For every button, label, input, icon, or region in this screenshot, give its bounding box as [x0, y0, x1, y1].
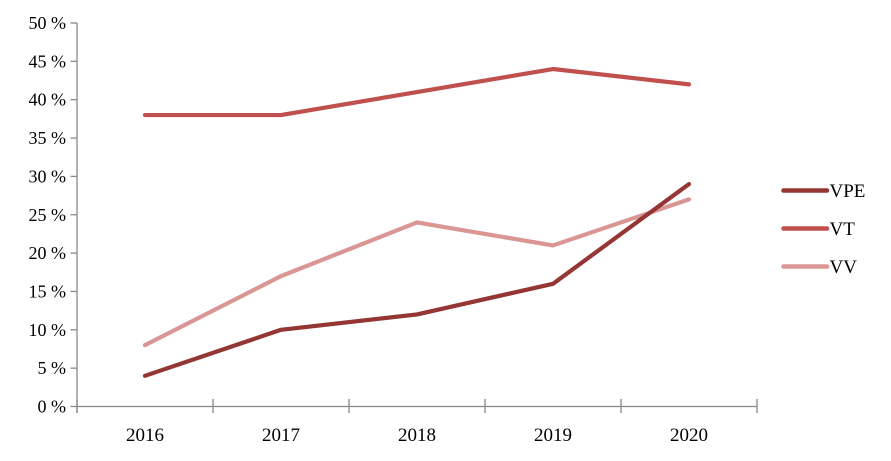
y-tick-label: 30 % [29, 166, 67, 186]
legend-label-VV: VV [830, 257, 858, 278]
series-line-VV [142, 197, 692, 348]
y-tick-label: 35 % [29, 128, 67, 148]
legend-label-VT: VT [830, 219, 856, 240]
y-tick-label: 0 % [38, 397, 67, 417]
series-line-VT [142, 66, 692, 118]
y-tick-label: 50 % [29, 13, 67, 33]
y-tick-label: 5 % [38, 358, 67, 378]
y-tick-label: 45 % [29, 51, 67, 71]
x-category-label: 2019 [534, 425, 572, 446]
y-tick-label: 10 % [29, 320, 67, 340]
series-line-VPE [142, 181, 692, 378]
x-category-label: 2017 [262, 425, 300, 446]
x-category-label: 2020 [670, 425, 708, 446]
legend-label-VPE: VPE [830, 181, 866, 202]
x-category-label: 2016 [126, 425, 164, 446]
y-tick-label: 25 % [29, 205, 67, 225]
y-tick-label: 40 % [29, 90, 67, 110]
x-category-label: 2018 [398, 425, 436, 446]
y-tick-label: 20 % [29, 243, 67, 263]
y-tick-label: 15 % [29, 281, 67, 301]
